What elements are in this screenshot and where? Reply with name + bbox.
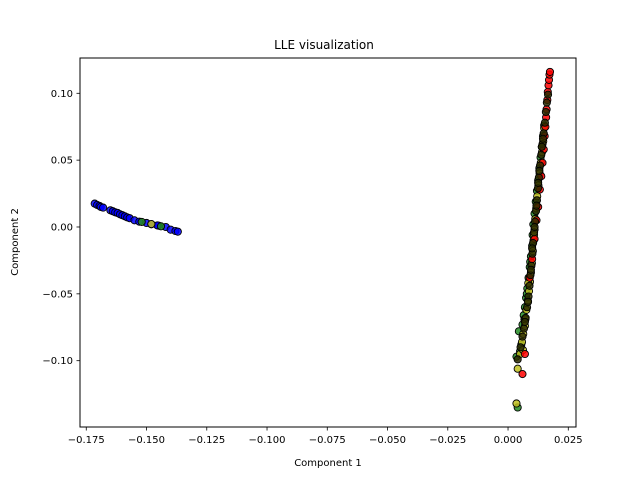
data-point (523, 297, 533, 306)
data-point (528, 244, 537, 253)
data-point (518, 332, 527, 341)
data-point (545, 67, 555, 76)
data-point (537, 150, 546, 159)
data-point (537, 142, 546, 151)
data-point (147, 219, 156, 229)
data-point (173, 227, 182, 236)
data-point (156, 222, 166, 231)
data-point (542, 98, 551, 107)
y-tick-label: 0.10 (51, 89, 73, 100)
x-axis-ticks: −0.175 −0.150 −0.125 −0.100 −0.075 −0.050 −0.0… (68, 427, 583, 446)
x-tick-label: −0.100 (249, 435, 286, 446)
data-point (520, 317, 529, 326)
y-tick-label: 0.05 (51, 156, 73, 167)
y-tick-label: −0.10 (42, 356, 73, 367)
data-point (512, 399, 521, 408)
data-point (137, 217, 146, 226)
data-point (520, 349, 529, 359)
data-point (535, 166, 544, 175)
x-tick-label: −0.150 (128, 435, 165, 446)
chart-title: LLE visualization (274, 38, 374, 52)
data-point (540, 118, 549, 127)
data-point (532, 201, 541, 210)
data-point (526, 265, 535, 274)
data-point (534, 178, 543, 187)
y-tick-label: 0.00 (51, 222, 73, 233)
data-point (538, 134, 548, 143)
x-tick-label: 0.000 (494, 435, 523, 446)
data-point (99, 203, 108, 212)
x-tick-label: −0.125 (188, 435, 225, 446)
y-tick-label: −0.05 (42, 289, 73, 300)
data-point (541, 107, 550, 117)
x-tick-label: −0.175 (68, 435, 105, 446)
data-point (525, 281, 534, 290)
x-tick-label: −0.050 (369, 435, 406, 446)
data-point (543, 90, 553, 99)
x-tick-label: −0.025 (429, 435, 466, 446)
x-tick-label: −0.075 (309, 435, 346, 446)
data-point (516, 343, 525, 352)
data-point (518, 370, 527, 379)
plot-area-frame (79, 57, 577, 428)
y-axis-ticks: −0.10 −0.05 0.00 0.05 0.10 (42, 89, 80, 367)
data-point (530, 222, 539, 232)
data-point (519, 324, 528, 333)
data-point (513, 364, 522, 373)
x-axis-title: Component 1 (294, 458, 362, 469)
y-axis-title: Component 2 (10, 208, 21, 276)
points-layer (90, 67, 555, 412)
data-point (513, 355, 522, 364)
x-tick-label: 0.025 (554, 435, 583, 446)
